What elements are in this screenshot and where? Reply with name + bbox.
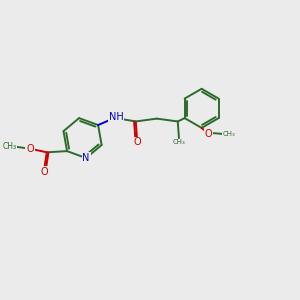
Text: O: O — [26, 144, 34, 154]
Text: O: O — [40, 167, 48, 177]
Text: N: N — [82, 153, 90, 163]
Text: O: O — [205, 129, 213, 139]
Text: CH₃: CH₃ — [2, 142, 16, 151]
Text: NH: NH — [109, 112, 123, 122]
Text: CH₃: CH₃ — [223, 131, 236, 137]
Text: O: O — [133, 137, 141, 148]
Text: CH₃: CH₃ — [172, 140, 185, 146]
